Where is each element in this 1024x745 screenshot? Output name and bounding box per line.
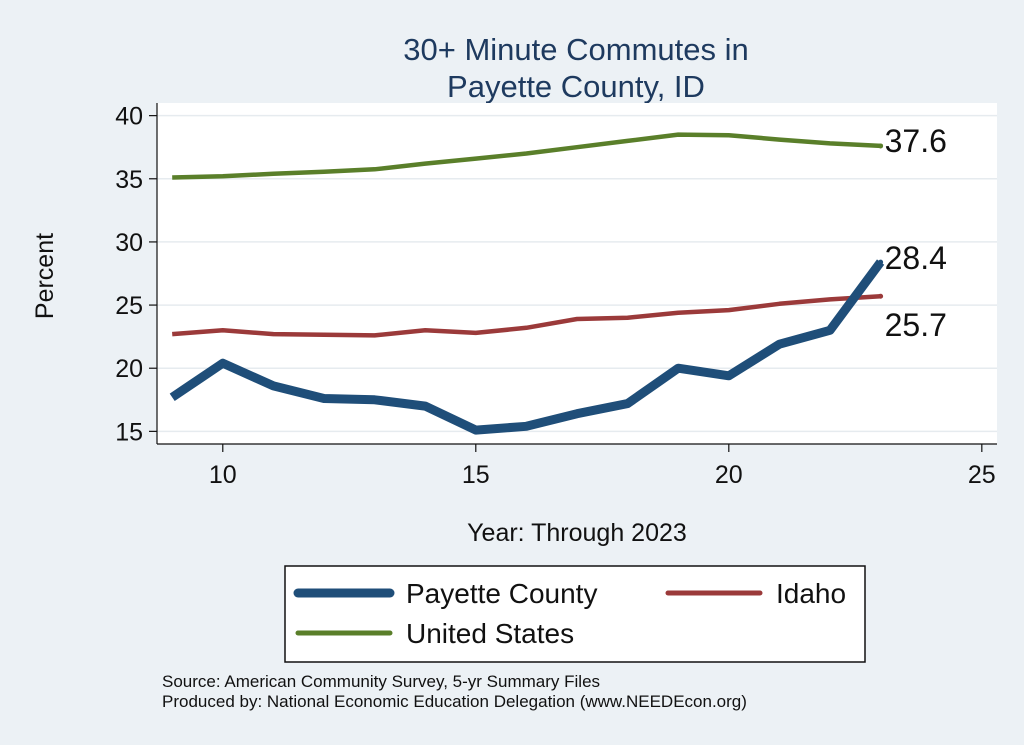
y-tick-label: 35 [115,166,143,194]
x-tick-label: 15 [462,461,490,489]
y-tick-label: 25 [115,292,143,320]
series-line-payette-county [169,259,885,435]
source-note: Source: American Community Survey, 5-yr … [162,672,600,691]
end-label-idaho: 25.7 [885,307,947,343]
chart-title-line-1: 30+ Minute Commutes in [403,32,748,67]
series-end-point-idaho [878,293,884,299]
y-tick-label: 30 [115,229,143,257]
legend-label-united-states: United States [406,618,574,649]
produced-by-note: Produced by: National Economic Education… [162,692,747,711]
end-labels: 28.4 25.7 37.6 [885,123,947,343]
series-end-point-united-states [878,143,884,149]
y-tick-label: 20 [115,355,143,383]
x-axis-title: Year: Through 2023 [467,519,687,547]
y-tick-label: 40 [115,103,143,131]
series-end-point-payette-county [878,259,884,265]
end-label-payette-county: 28.4 [885,240,947,276]
end-label-united-states: 37.6 [885,123,947,159]
chart-title-line-2: Payette County, ID [447,69,705,104]
legend-box [284,565,866,663]
x-tick-label: 10 [209,461,237,489]
y-axis-title: Percent [31,233,59,319]
series-line-idaho [172,293,881,338]
x-tick-label: 20 [715,461,743,489]
axes: 15 20 25 30 35 40 10 15 20 25 [115,103,997,489]
series-layer [169,132,885,435]
grid-lines [157,114,997,433]
legend-label-payette-county: Payette County [406,578,597,609]
series-line-united-states [172,132,881,180]
legend: Payette County Idaho United States [284,565,866,663]
x-tick-label: 25 [968,461,996,489]
y-tick-label: 15 [115,418,143,446]
legend-label-idaho: Idaho [776,578,846,609]
